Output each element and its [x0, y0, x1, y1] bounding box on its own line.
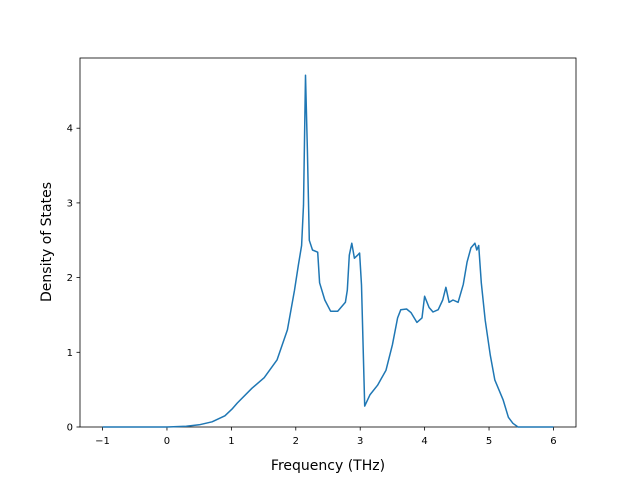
y-tick-label: 1 [67, 348, 73, 359]
y-axis-label: Density of States [39, 182, 55, 302]
y-tick-label: 2 [67, 273, 73, 284]
x-tick-label: 0 [164, 436, 170, 447]
x-tick-label: 1 [228, 436, 234, 447]
x-tick-label: 5 [486, 436, 492, 447]
x-tick-label: 6 [550, 436, 556, 447]
y-tick-label: 0 [67, 423, 73, 434]
line [102, 74, 554, 428]
x-tick-label: 3 [357, 436, 363, 447]
x-tick-label: −1 [95, 436, 110, 447]
y-tick-label: 4 [67, 124, 73, 135]
plot-frame [79, 57, 577, 428]
x-tick-label: 4 [421, 436, 427, 447]
y-tick-label: 3 [67, 198, 73, 209]
x-axis-label: Frequency (THz) [271, 458, 385, 474]
x-tick-label: 2 [293, 436, 299, 447]
